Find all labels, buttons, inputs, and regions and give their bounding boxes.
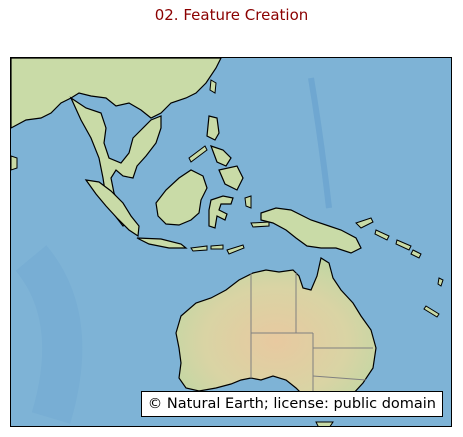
vanuatu [437,277,444,287]
lesser-sunda-1 [190,245,208,252]
deep-trench [308,77,332,209]
mindanao [218,165,244,191]
map-canvas [11,58,451,426]
asia-mainland [11,58,222,129]
new-ireland [374,229,390,241]
palawan [188,145,208,163]
australia [175,257,377,411]
seram [250,221,270,228]
sumatra [84,179,140,238]
new-guinea [260,207,362,254]
map-panel: © Natural Earth; license: public domain [10,57,452,427]
sulawesi [208,195,234,229]
tasmania [315,421,334,426]
new-caledonia [423,305,440,318]
deep-basin [15,245,83,424]
luzon [206,115,220,141]
visayas [209,145,232,167]
sri-lanka [11,155,18,171]
timor [226,244,245,255]
halmahera [244,195,252,209]
map-credit: © Natural Earth; license: public domain [140,391,443,417]
lesser-sunda-2 [210,244,224,250]
state-borders [250,273,373,398]
solomon-1 [395,239,412,251]
borneo [155,169,208,226]
new-britain [355,217,374,229]
java [136,237,188,249]
figure-title: 02. Feature Creation [154,6,309,24]
solomon-2 [410,249,422,259]
taiwan [209,79,217,94]
